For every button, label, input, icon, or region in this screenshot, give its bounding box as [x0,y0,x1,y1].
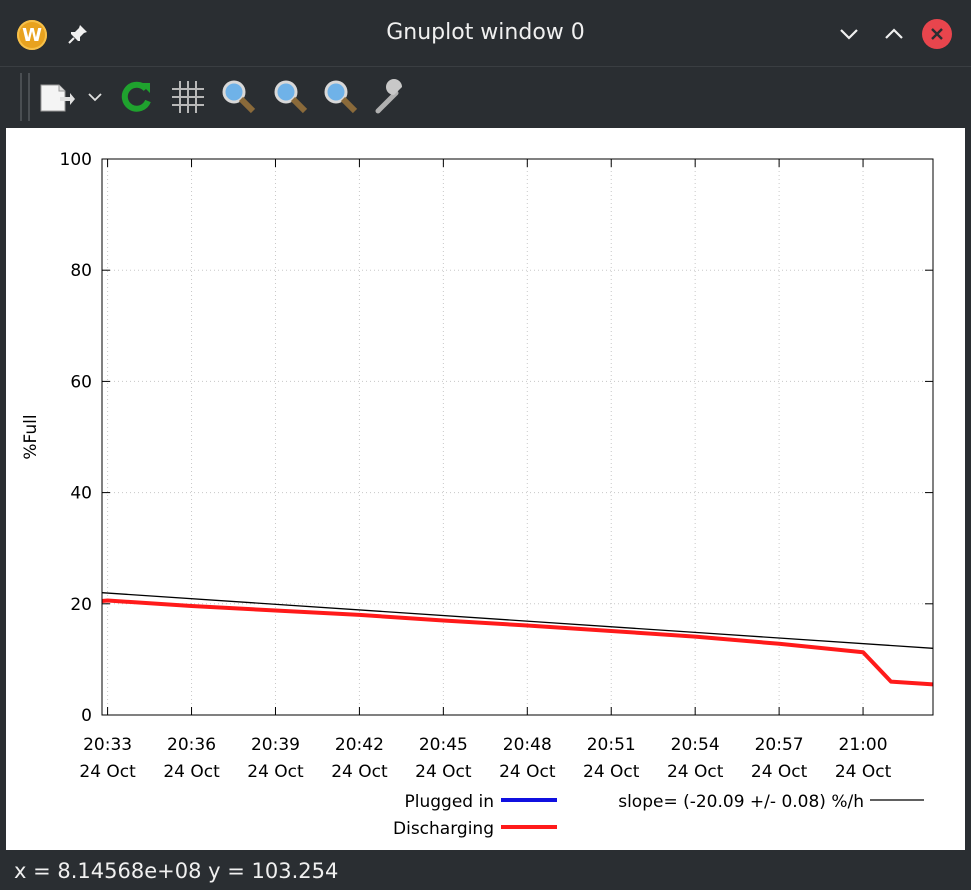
x-tick-time-label: 20:39 [251,735,300,755]
y-tick-label: 0 [81,706,92,726]
x-tick-time-label: 20:36 [167,735,216,755]
y-tick-label: 80 [70,261,92,281]
x-tick-date-label: 24 Oct [583,762,640,782]
toolbar [0,66,971,129]
x-tick-time-label: 20:48 [503,735,552,755]
y-axis-label: %Full [21,414,41,459]
app-logo-letter: W [22,24,42,46]
x-tick-time-label: 20:45 [419,735,468,755]
x-tick-time-label: 21:00 [839,735,888,755]
series-line-discharging [101,598,934,687]
x-tick-date-label: 24 Oct [835,762,892,782]
autoscale-icon[interactable] [320,77,360,117]
x-tick-date-label: 24 Oct [163,762,220,782]
status-bar: x = 8.14568e+08 y = 103.254 [0,850,971,890]
x-tick-time-label: 20:33 [83,735,132,755]
replot-icon[interactable] [116,77,156,117]
x-tick-date-label: 24 Oct [499,762,556,782]
x-tick-date-label: 24 Oct [751,762,808,782]
y-tick-label: 100 [60,150,92,170]
legend-label-discharging: Discharging [393,819,494,839]
x-tick-date-label: 24 Oct [247,762,304,782]
plot-frame [101,158,934,716]
window-title: Gnuplot window 0 [386,20,585,45]
maximize-icon[interactable] [879,19,909,49]
y-tick-label: 60 [70,372,92,392]
x-tick-time-label: 20:42 [335,735,384,755]
title-bar: W Gnuplot window 0 [0,0,971,66]
dropdown-chevron-icon[interactable] [82,77,108,117]
app-logo-icon[interactable]: W [17,20,47,50]
y-tick-label: 40 [70,484,92,504]
window-border-right [965,128,971,850]
plot-canvas[interactable]: 0 20 40 60 80 100 20:33 24 Oct 20:36 24 Oct 20:39 2… [6,128,965,850]
zoom-next-icon[interactable] [270,77,310,117]
legend-label-fit: slope= (-20.09 +/- 0.08) %/h [618,792,864,812]
legend-label-plugged-in: Plugged in [405,792,494,812]
window-border-left [0,128,6,850]
x-tick-date-label: 24 Oct [667,762,724,782]
pin-icon[interactable] [66,22,90,46]
toolbar-grip[interactable] [20,73,30,121]
grid-icon[interactable] [168,77,208,117]
chart-svg[interactable]: 0 20 40 60 80 100 20:33 24 Oct 20:36 24 Oct 20:39 2… [6,128,965,850]
zoom-previous-icon[interactable] [218,77,258,117]
coordinate-readout: x = 8.14568e+08 y = 103.254 [14,859,339,883]
x-tick-time-label: 20:54 [671,735,720,755]
export-icon[interactable] [36,77,76,117]
close-icon[interactable] [922,19,952,49]
x-tick-date-label: 24 Oct [79,762,136,782]
settings-icon[interactable] [372,77,412,117]
x-tick-time-label: 20:57 [755,735,804,755]
fit-line [101,592,934,649]
minimize-icon[interactable] [834,19,864,49]
x-tick-date-label: 24 Oct [415,762,472,782]
y-tick-label: 20 [70,595,92,615]
x-tick-time-label: 20:51 [587,735,636,755]
x-tick-date-label: 24 Oct [331,762,388,782]
